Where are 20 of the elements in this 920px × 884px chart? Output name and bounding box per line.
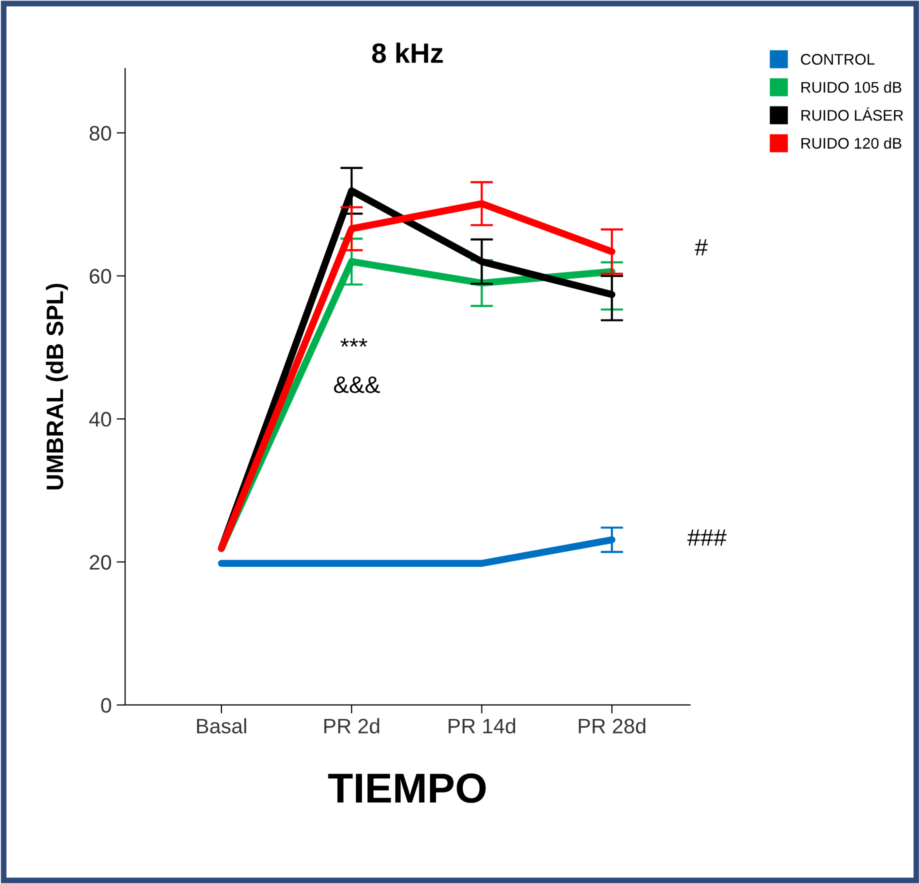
y-axis-title: UMBRAL (dB SPL)	[46, 284, 68, 490]
y-tick-label: 20	[90, 554, 112, 570]
legend-label: RUIDO 120 dB	[801, 138, 902, 149]
y-tick-label: 80	[90, 126, 112, 141]
y-tick-label: 40	[89, 412, 112, 427]
annotation: &&&	[334, 376, 380, 394]
x-tick-label: Basal	[197, 718, 246, 734]
text: #	[694, 239, 708, 256]
x-tick-label: PR 2d	[324, 718, 380, 734]
y-tick-label: 60	[90, 268, 112, 284]
legend-label: RUIDO 105 dB	[801, 82, 902, 93]
legend-label: RUIDO LÁSER	[801, 107, 904, 121]
x-axis-title: TIEMPO	[328, 773, 486, 803]
annotation: ###	[687, 529, 727, 546]
x-tick-label: PR 28d	[578, 718, 646, 734]
legend-label: CONTROL	[800, 54, 874, 65]
annotation: ***	[340, 338, 368, 347]
x-tick-label: PR 14d	[448, 718, 516, 734]
y-tick-label: 0	[101, 698, 112, 713]
chart-title: 8 kHz	[372, 42, 443, 64]
